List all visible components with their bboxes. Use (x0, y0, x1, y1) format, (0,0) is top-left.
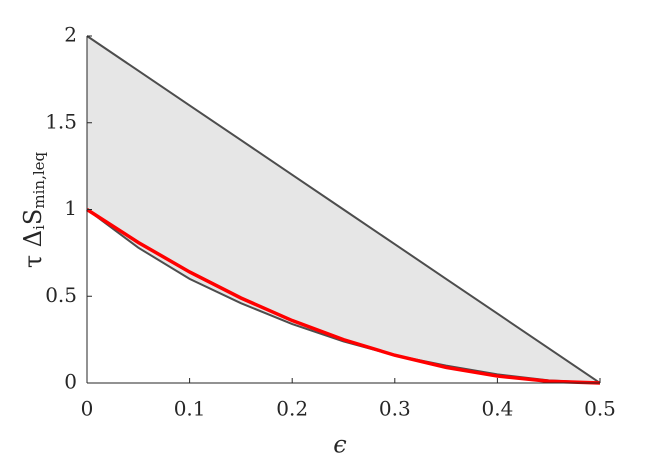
y-label-part: S (19, 209, 47, 225)
y-axis-label: τ ΔiSmin,leq (19, 151, 49, 268)
y-tick-label: 0.5 (45, 283, 77, 307)
x-axis-label: ϵ (333, 431, 346, 459)
y-tick-label: 2 (64, 23, 77, 47)
x-tick-label: 0.2 (276, 397, 308, 421)
x-tick-label: 0.4 (481, 397, 513, 421)
plot-area (86, 35, 601, 385)
x-tick-label: 0.1 (174, 397, 206, 421)
y-tick-label: 1.5 (45, 109, 77, 133)
series-line (86, 208, 601, 385)
y-tick-label: 1 (64, 196, 77, 220)
series-line (86, 35, 601, 384)
x-tick-label: 0.5 (584, 397, 616, 421)
y-tick-label: 0 (64, 370, 77, 394)
y-label-subscript: i (30, 225, 48, 230)
x-tick-label: 0 (81, 397, 94, 421)
y-label-subscript: min,leq (30, 151, 48, 208)
y-label-part: τ Δ (19, 230, 47, 268)
x-tick-label: 0.3 (379, 397, 411, 421)
